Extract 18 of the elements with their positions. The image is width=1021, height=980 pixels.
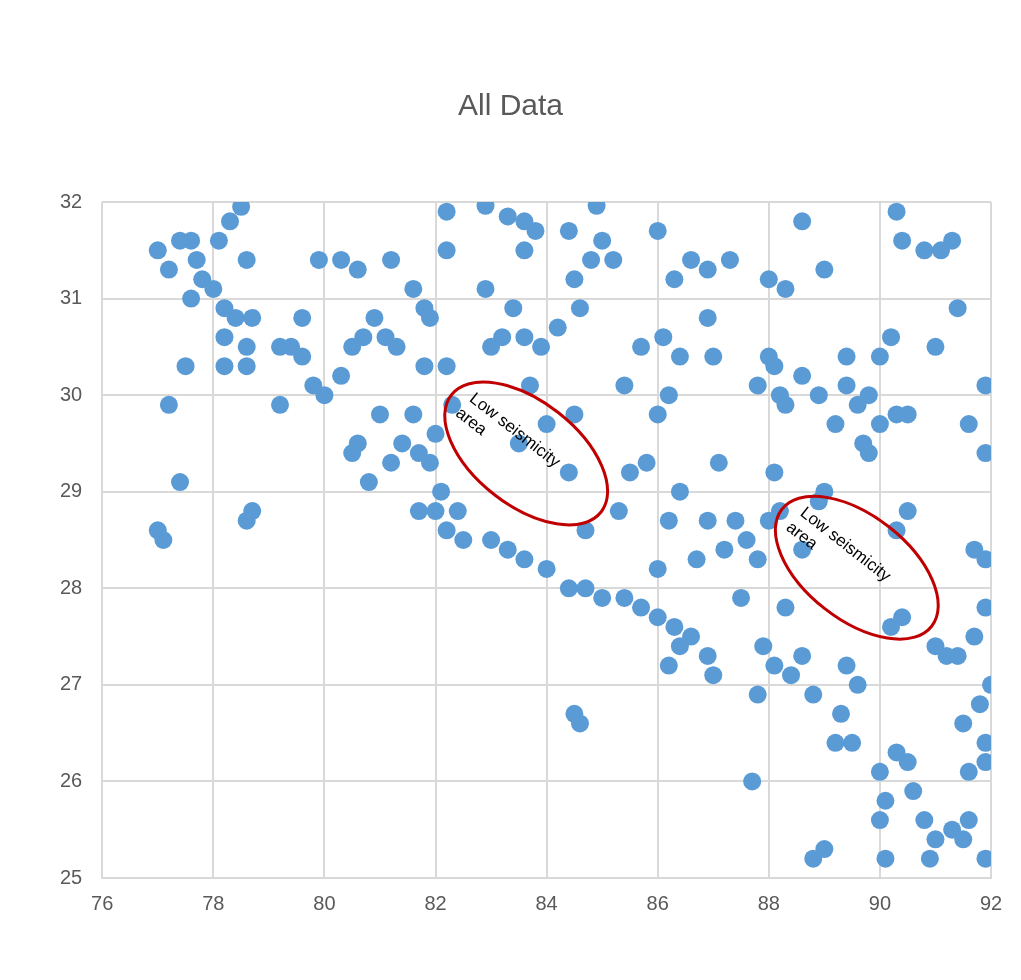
y-tick-label: 31: [60, 286, 83, 309]
chart-title: All Data: [456, 88, 564, 122]
x-tick-label: 90: [868, 891, 892, 914]
x-tick-label: 84: [535, 891, 558, 914]
x-tick-label: 92: [979, 891, 1003, 914]
y-tick-label: 28: [60, 575, 83, 598]
x-tick-label: 88: [757, 891, 780, 914]
x-tick-label: 80: [313, 891, 336, 914]
y-tick-label: 27: [60, 672, 83, 695]
y-tick-label: 30: [60, 382, 83, 405]
x-tick-label: 82: [424, 891, 447, 914]
x-tick-label: 86: [646, 891, 669, 914]
y-tick-label: 32: [60, 189, 83, 212]
x-tick-label: 76: [91, 891, 114, 914]
y-tick-label: 29: [60, 479, 83, 502]
y-tick-label: 25: [60, 865, 83, 888]
x-tick-label: 78: [202, 891, 225, 914]
y-tick-label: 26: [60, 768, 83, 791]
